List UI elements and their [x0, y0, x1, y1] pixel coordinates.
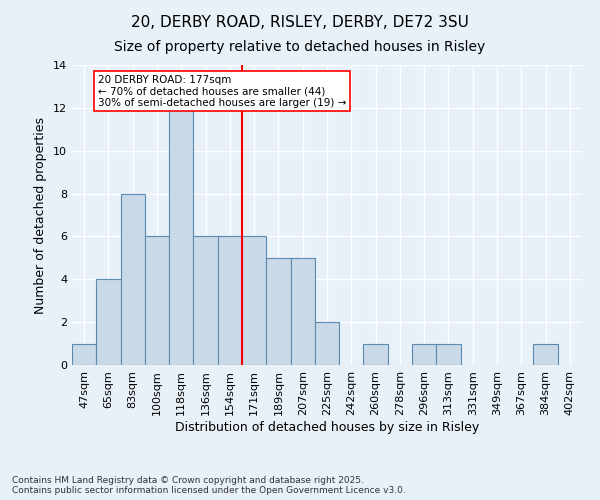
Bar	[72, 344, 96, 365]
Y-axis label: Number of detached properties: Number of detached properties	[34, 116, 47, 314]
Bar	[315, 322, 339, 365]
Text: Contains HM Land Registry data © Crown copyright and database right 2025.
Contai: Contains HM Land Registry data © Crown c…	[12, 476, 406, 495]
Bar	[193, 236, 218, 365]
Bar	[121, 194, 145, 365]
Bar	[169, 86, 193, 365]
Bar	[364, 344, 388, 365]
Bar	[145, 236, 169, 365]
Text: 20, DERBY ROAD, RISLEY, DERBY, DE72 3SU: 20, DERBY ROAD, RISLEY, DERBY, DE72 3SU	[131, 15, 469, 30]
Bar	[266, 258, 290, 365]
Bar	[218, 236, 242, 365]
X-axis label: Distribution of detached houses by size in Risley: Distribution of detached houses by size …	[175, 420, 479, 434]
Bar	[436, 344, 461, 365]
Bar	[290, 258, 315, 365]
Bar	[412, 344, 436, 365]
Bar	[96, 280, 121, 365]
Bar	[533, 344, 558, 365]
Text: Size of property relative to detached houses in Risley: Size of property relative to detached ho…	[115, 40, 485, 54]
Bar	[242, 236, 266, 365]
Text: 20 DERBY ROAD: 177sqm
← 70% of detached houses are smaller (44)
30% of semi-deta: 20 DERBY ROAD: 177sqm ← 70% of detached …	[98, 74, 346, 108]
